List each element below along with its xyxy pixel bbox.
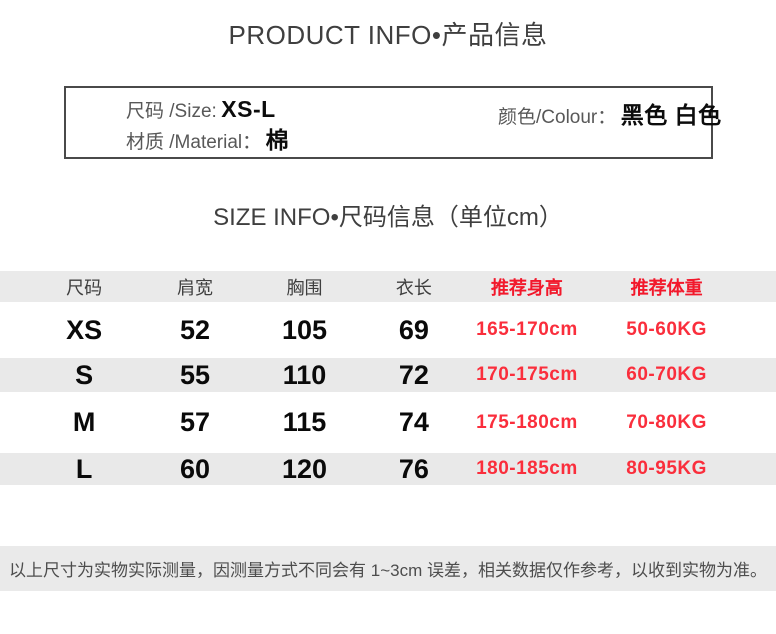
cell-shoulder: 57 — [180, 407, 211, 437]
cell-length: 76 — [398, 453, 429, 484]
cell-length: 72 — [398, 359, 429, 390]
cell-shoulder: 60 — [180, 453, 211, 484]
size-table-header-row: 尺码 肩宽 胸围 衣长 推荐身高 推荐体重 — [0, 271, 776, 302]
header-cell-bust: 胸围 — [286, 277, 323, 298]
cell-height: 165-170cm — [476, 319, 578, 340]
cell-bust: 115 — [282, 407, 327, 437]
cell-size: XS — [66, 314, 103, 345]
disclaimer-text: 以上尺寸为实物实际测量，因测量方式不同会有 1~3cm 误差，相关数据仅作参考，… — [9, 561, 767, 580]
cell-bust: 120 — [281, 453, 327, 484]
cell-weight: 80-95KG — [626, 458, 707, 479]
measurement-disclaimer: 以上尺寸为实物实际测量，因测量方式不同会有 1~3cm 误差，相关数据仅作参考，… — [0, 546, 776, 591]
cell-shoulder: 52 — [180, 314, 211, 345]
cell-height: 180-185cm — [476, 458, 578, 479]
table-row-xs: XS 52 105 69 165-170cm 50-60KG — [0, 302, 776, 358]
product-info-box: 尺码 /Size: XS-L 颜色/Colour： 黑色 白色 材质 /Mate… — [64, 86, 721, 159]
header-cell-shoulder: 肩宽 — [177, 277, 214, 298]
cell-height: 170-175cm — [476, 364, 578, 385]
cell-bust: 110 — [282, 359, 327, 390]
material-line: 材质 /Material： 棉 — [126, 121, 699, 155]
size-value: XS-L — [221, 96, 276, 122]
cell-weight: 70-80KG — [626, 411, 707, 433]
table-row-s: S 55 110 72 170-175cm 60-70KG — [0, 358, 776, 392]
cell-length: 69 — [398, 314, 429, 345]
material-label: 材质 /Material： — [126, 132, 262, 153]
cell-weight: 50-60KG — [626, 319, 707, 340]
header-cell-recommended-weight: 推荐体重 — [630, 277, 703, 298]
size-colour-line: 尺码 /Size: XS-L 颜色/Colour： 黑色 白色 — [126, 96, 721, 128]
cell-size: M — [72, 407, 96, 437]
table-row-l: L 60 120 76 180-185cm 80-95KG — [0, 453, 776, 485]
material-value: 棉 — [265, 127, 290, 153]
cell-bust: 105 — [281, 314, 327, 345]
colour-group: 颜色/Colour： 黑色 白色 — [498, 96, 722, 130]
cell-weight: 60-70KG — [626, 364, 707, 385]
header-cell-recommended-height: 推荐身高 — [490, 277, 563, 298]
cell-shoulder: 55 — [180, 359, 211, 390]
colour-label: 颜色/Colour： — [498, 107, 617, 128]
size-info-title: SIZE INFO•尺码信息（单位cm） — [213, 204, 563, 231]
header-cell-size: 尺码 — [66, 277, 103, 298]
cell-height: 175-180cm — [476, 411, 578, 433]
cell-size: S — [75, 359, 94, 390]
size-label: 尺码 /Size: — [126, 101, 217, 122]
cell-size: L — [75, 453, 93, 484]
colour-value: 黑色 白色 — [620, 102, 722, 128]
table-row-m: M 57 115 74 175-180cm 70-80KG — [0, 392, 776, 453]
header-cell-length: 衣长 — [395, 277, 432, 298]
page-title: PRODUCT INFO•产品信息 — [228, 20, 548, 50]
cell-length: 74 — [398, 407, 429, 437]
